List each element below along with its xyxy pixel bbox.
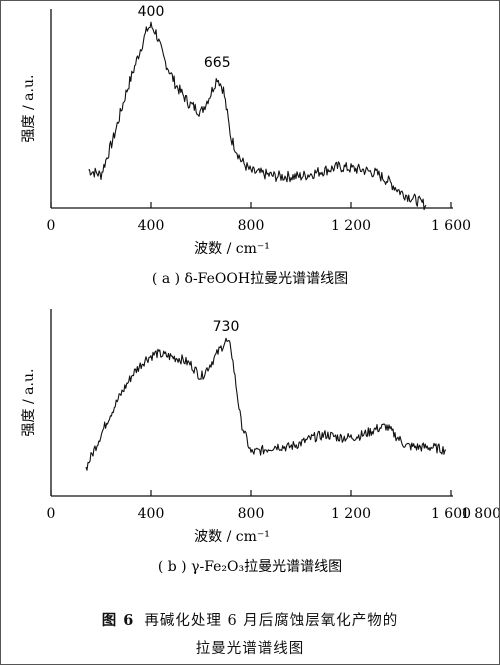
- x-tick-label: 400: [138, 506, 165, 522]
- x-tick-label: 1 600: [431, 218, 471, 234]
- y-axis-label: 强度 / a.u.: [21, 369, 37, 437]
- figure-caption-text: 再碱化处理 6 月后腐蚀层氧化产物的: [144, 613, 399, 629]
- x-tick-label: 1 200: [331, 218, 371, 234]
- spectrum-line: [88, 21, 427, 211]
- spectrum-line: [85, 337, 447, 471]
- figure-caption-line-1: 图 6 再碱化处理 6 月后腐蚀层氧化产物的: [1, 609, 499, 630]
- x-tick-label: 1 600: [431, 506, 471, 522]
- figure-caption-line-2: 拉曼光谱谱线图: [195, 641, 305, 657]
- x-axis-label: 波数 / cm⁻¹: [194, 241, 270, 257]
- panel-caption: ( a ) δ-FeOOH拉曼光谱谱线图: [152, 271, 348, 287]
- peak-label: 730: [213, 319, 240, 335]
- peak-label: 400: [138, 4, 165, 20]
- y-axis-label: 强度 / a.u.: [21, 75, 37, 143]
- peak-label: 665: [204, 55, 231, 71]
- x-tick-label: 1 200: [331, 506, 371, 522]
- x-tick-label: 800: [238, 218, 265, 234]
- panel-caption: ( b ) γ-Fe₂O₃拉曼光谱谱线图: [158, 559, 342, 575]
- x-tick-label: 1 800: [461, 506, 499, 522]
- figure-number: 图 6: [101, 612, 135, 629]
- x-axis-label: 波数 / cm⁻¹: [194, 529, 270, 545]
- x-tick-label: 0: [47, 218, 56, 234]
- x-tick-label: 400: [138, 218, 165, 234]
- raman-chart-a: 0 400 800 1 200 1 600 波数 / cm⁻¹ 强度 / a.u. ( a )…: [21, 4, 471, 287]
- x-tick-label: 0: [47, 506, 56, 522]
- x-tick-label: 800: [238, 506, 265, 522]
